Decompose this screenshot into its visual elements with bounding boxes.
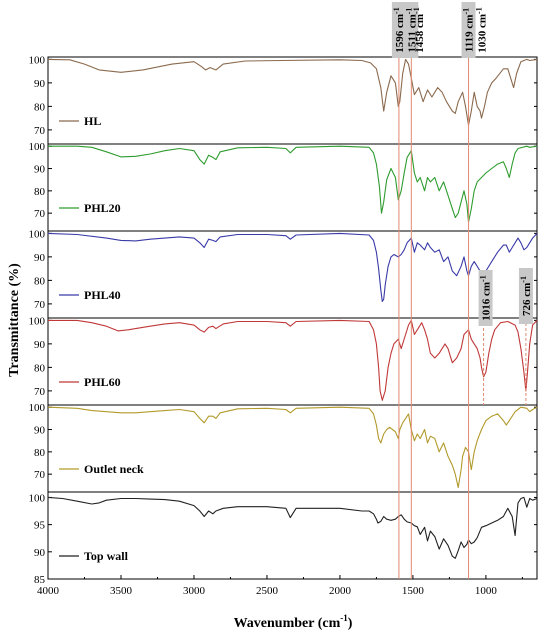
annotation-main: 726 cm [521,283,533,316]
annotation-sup: -1 [412,7,421,14]
y-tick-label: 90 [34,78,46,90]
x-axis-label: Wavenumber (cm-1) [234,613,353,631]
y-tick-label: 70 [34,386,46,398]
annotation-box [461,2,476,58]
series-line [47,58,538,126]
annotation-box [404,2,419,58]
x-tick-label: 4000 [37,585,60,597]
panel-1: 100 90 80 70 PHL20 [29,141,538,232]
annotation-main: 1511 cm [406,14,418,52]
panel-0: 100 90 80 70 HL [29,54,538,145]
x-tick-label: 2000 [329,585,352,597]
annotation-main: 1119 cm [464,15,476,53]
panel-frame [47,230,538,319]
annotation-label: 1030 cm-1 [475,7,489,52]
annotation-label: 726 cm-1 [519,276,533,316]
annotation-label: 1458 cm-1 [412,7,426,52]
y-tick-label: 70 [34,299,46,311]
annotation-main: 1596 cm [394,14,406,53]
y-tick-label: 90 [34,252,46,264]
annotation-sup: -1 [404,8,413,15]
annotation-sup: -1 [462,8,471,15]
x-tick-label: 2500 [256,585,279,597]
annotation-box [478,270,493,326]
annotation-label: 1119 cm-1 [462,8,476,52]
reference-lines [398,38,527,579]
y-tick-label: 90 [34,425,46,437]
y-tick-label: 90 [34,164,46,176]
y-tick-label: 100 [29,492,46,504]
annotation-main: 1016 cm [481,282,493,321]
y-tick-label: 70 [34,208,46,220]
y-tick-label: 100 [29,141,46,153]
panel-4: 100 90 80 70 Outlet neck [29,402,538,493]
series-line [48,319,538,401]
series-line [47,406,538,489]
legend-label: PHL20 [84,201,121,215]
series-line [48,145,538,223]
x-tick-label: 1000 [475,585,498,597]
y-tick-label: 90 [34,339,46,351]
series-line [47,496,538,559]
y-tick-label: 80 [34,186,46,198]
x-axis-label-sup: -1 [340,613,348,623]
y-tick-label: 100 [29,315,46,327]
panel-frame [47,491,538,580]
annotation-label: 1511 cm-1 [404,8,418,53]
y-tick-label: 70 [34,469,46,481]
x-tick-label: 3000 [183,585,206,597]
panel-2: 100 90 80 70 PHL40 [29,228,538,319]
annotation-sup: -1 [475,7,484,14]
y-tick-label: 85 [34,574,46,586]
y-tick-label: 80 [34,362,46,374]
panel-frame [47,56,538,145]
legend-label: Top wall [84,549,129,563]
annotation-box [391,2,406,58]
y-tick-label: 90 [34,547,46,559]
y-tick-label: 100 [29,54,46,66]
y-axis-label: Transmittance (%) [7,263,22,377]
annotation-main: 1458 cm [414,14,426,53]
y-tick-label: 80 [34,275,46,287]
legend-label: PHL40 [84,288,121,302]
annotation-main: 1030 cm [477,14,489,53]
annotation-label: 1596 cm-1 [392,7,406,52]
panel-frame [47,404,538,493]
legend-label: HL [84,114,101,128]
y-tick-label: 80 [34,447,46,459]
y-tick-label: 80 [34,101,46,113]
x-tick-label: 1500 [402,585,425,597]
x-axis-label-main: Wavenumber (cm [234,616,341,631]
y-tick-label: 100 [29,402,46,414]
y-tick-label: 70 [34,125,46,137]
y-tick-label: 95 [34,520,46,532]
x-axis-label-close: ) [348,616,353,631]
annotation-sup: -1 [479,275,488,282]
x-axis: 4000 3500 3000 2500 2000 1500 1000 [37,575,523,597]
panel-5: 100 95 90 85 Top wall [29,491,538,586]
panel-3: 100 90 80 70 PHL60 [29,315,538,406]
legend-label: Outlet neck [84,462,144,476]
annotation-label: 1016 cm-1 [479,275,493,320]
annotation-sup: -1 [519,276,528,283]
x-tick-label: 3500 [110,585,133,597]
legend-label: PHL60 [84,375,121,389]
y-tick-label: 100 [29,228,46,240]
annotation-box [518,268,533,324]
series-line [47,232,538,303]
annotation-sup: -1 [392,7,401,14]
